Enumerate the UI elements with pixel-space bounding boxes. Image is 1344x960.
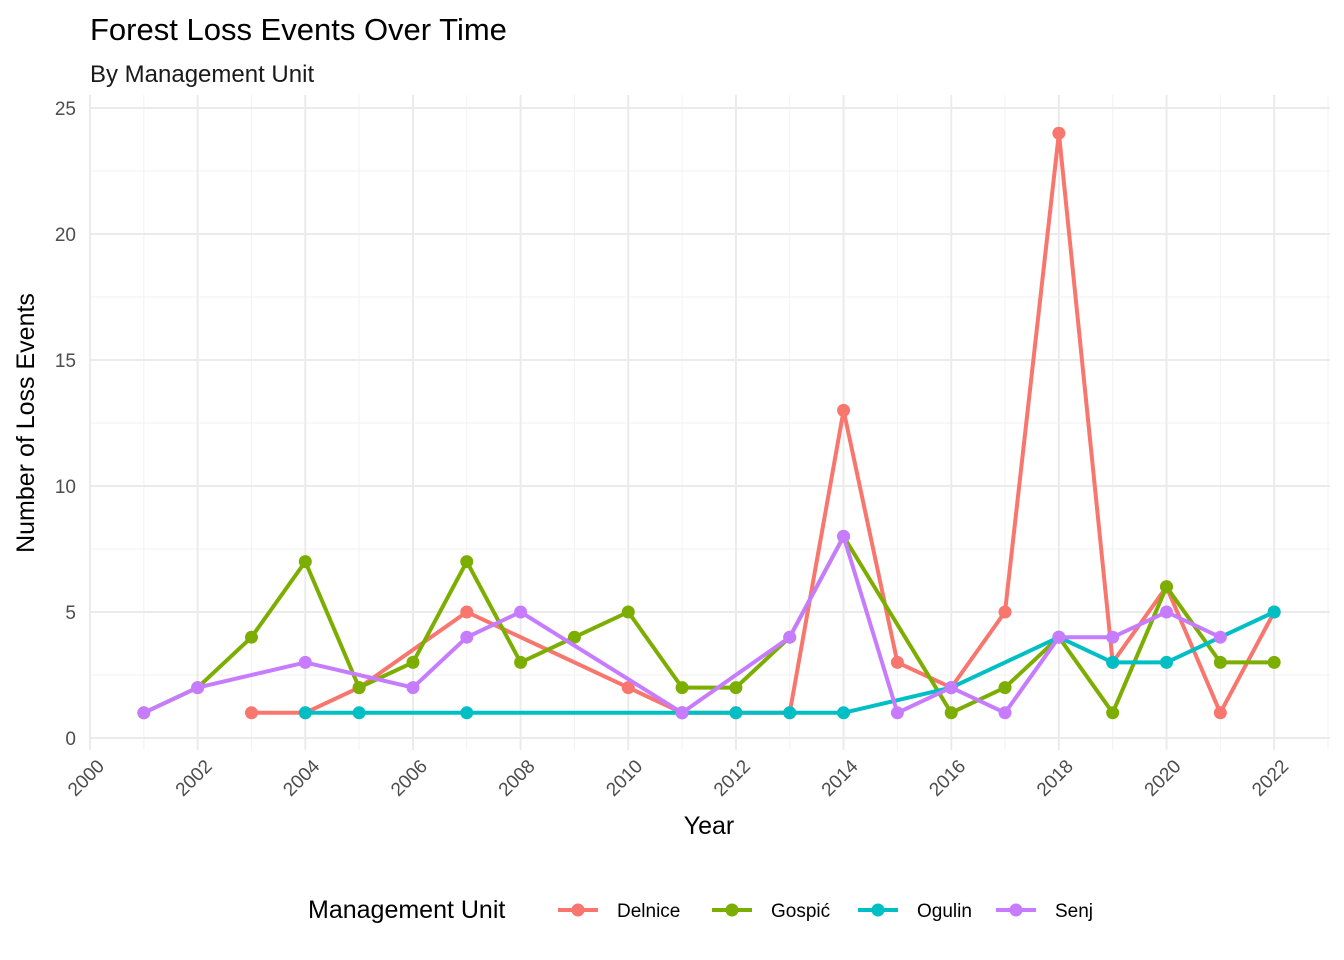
data-point-delnice [837, 403, 851, 417]
data-point-gospi- [406, 655, 420, 669]
x-tick-label: 2022 [1248, 756, 1293, 801]
data-point-delnice [244, 706, 258, 720]
data-point-gospi- [621, 605, 635, 619]
series-senj [137, 529, 1227, 720]
data-point-senj [998, 706, 1012, 720]
legend-item-senj: Senj [996, 901, 1093, 922]
data-point-gospi- [460, 555, 474, 569]
data-point-senj [675, 706, 689, 720]
data-point-ogulin [1106, 655, 1120, 669]
major-gridlines [89, 95, 1330, 750]
data-point-gospi- [1267, 655, 1281, 669]
data-point-gospi- [729, 681, 743, 695]
data-point-delnice [890, 655, 904, 669]
legend-item-gospi-: Gospić [712, 901, 830, 922]
y-tick-label: 10 [55, 477, 76, 498]
x-axis-ticks: 2000 2002 2004 2006 2008 2010 2012 2014 2016 2018… [64, 756, 1293, 801]
data-point-senj [1213, 630, 1227, 644]
data-point-gospi- [567, 630, 581, 644]
data-point-ogulin [1160, 655, 1174, 669]
data-point-senj [298, 655, 312, 669]
data-point-gospi- [944, 706, 958, 720]
data-point-senj [514, 605, 528, 619]
legend: Management Unit Delnice Gospić Ogulin Senj [308, 896, 1093, 924]
series-line-ogulin [305, 610, 1276, 715]
x-tick-label: 2006 [387, 756, 432, 801]
legend-label: Ogulin [917, 901, 972, 922]
x-axis-title: Year [684, 812, 735, 840]
legend-label: Senj [1055, 901, 1093, 922]
data-point-delnice [1052, 126, 1066, 140]
data-point-gospi- [514, 655, 528, 669]
data-point-gospi- [352, 681, 366, 695]
y-tick-label: 5 [65, 603, 76, 624]
y-tick-label: 25 [55, 99, 76, 120]
data-point-ogulin [352, 706, 366, 720]
data-point-gospi- [298, 555, 312, 569]
data-point-delnice [460, 605, 474, 619]
data-point-gospi- [1213, 655, 1227, 669]
x-tick-label: 2014 [818, 756, 863, 801]
data-point-senj [137, 706, 151, 720]
data-point-ogulin [1267, 605, 1281, 619]
data-point-senj [1106, 630, 1120, 644]
y-tick-label: 15 [55, 351, 76, 372]
x-tick-label: 2000 [64, 756, 109, 801]
legend-label: Delnice [617, 901, 680, 922]
x-tick-label: 2010 [602, 756, 647, 801]
data-point-gospi- [1106, 706, 1120, 720]
x-tick-label: 2016 [925, 756, 970, 801]
y-tick-label: 20 [55, 225, 76, 246]
legend-key-point [871, 903, 885, 917]
x-tick-label: 2008 [495, 756, 540, 801]
data-point-gospi- [244, 630, 258, 644]
x-tick-label: 2012 [710, 756, 755, 801]
data-point-delnice [1213, 706, 1227, 720]
data-point-ogulin [298, 706, 312, 720]
legend-title: Management Unit [308, 896, 505, 924]
data-point-senj [944, 681, 958, 695]
x-tick-label: 2018 [1033, 756, 1078, 801]
legend-label: Gospić [771, 901, 830, 922]
data-point-gospi- [675, 681, 689, 695]
x-tick-label: 2002 [172, 756, 217, 801]
legend-item-delnice: Delnice [558, 901, 680, 922]
y-tick-label: 0 [65, 729, 76, 750]
data-point-senj [783, 630, 797, 644]
y-axis-ticks: 0 5 10 15 20 25 [55, 99, 76, 750]
legend-key-point [571, 903, 585, 917]
data-point-gospi- [1160, 580, 1174, 594]
data-point-senj [191, 681, 205, 695]
series-layer [137, 126, 1281, 720]
legend-key-point [1009, 903, 1023, 917]
chart-subtitle: By Management Unit [90, 61, 314, 88]
data-point-senj [890, 706, 904, 720]
data-point-senj [460, 630, 474, 644]
data-point-gospi- [998, 681, 1012, 695]
x-tick-label: 2020 [1141, 756, 1186, 801]
data-point-delnice [998, 605, 1012, 619]
chart-title: Forest Loss Events Over Time [90, 12, 507, 47]
data-point-senj [837, 529, 851, 543]
x-tick-label: 2004 [279, 756, 324, 801]
data-point-delnice [621, 681, 635, 695]
legend-item-ogulin: Ogulin [858, 901, 972, 922]
data-point-senj [1160, 605, 1174, 619]
legend-key-point [725, 903, 739, 917]
y-axis-title: Number of Loss Events [12, 293, 40, 553]
data-point-senj [406, 681, 420, 695]
data-point-ogulin [729, 706, 743, 720]
data-point-ogulin [783, 706, 797, 720]
data-point-senj [1052, 630, 1066, 644]
data-point-ogulin [837, 706, 851, 720]
data-point-ogulin [460, 706, 474, 720]
series-line-senj [142, 534, 1222, 715]
